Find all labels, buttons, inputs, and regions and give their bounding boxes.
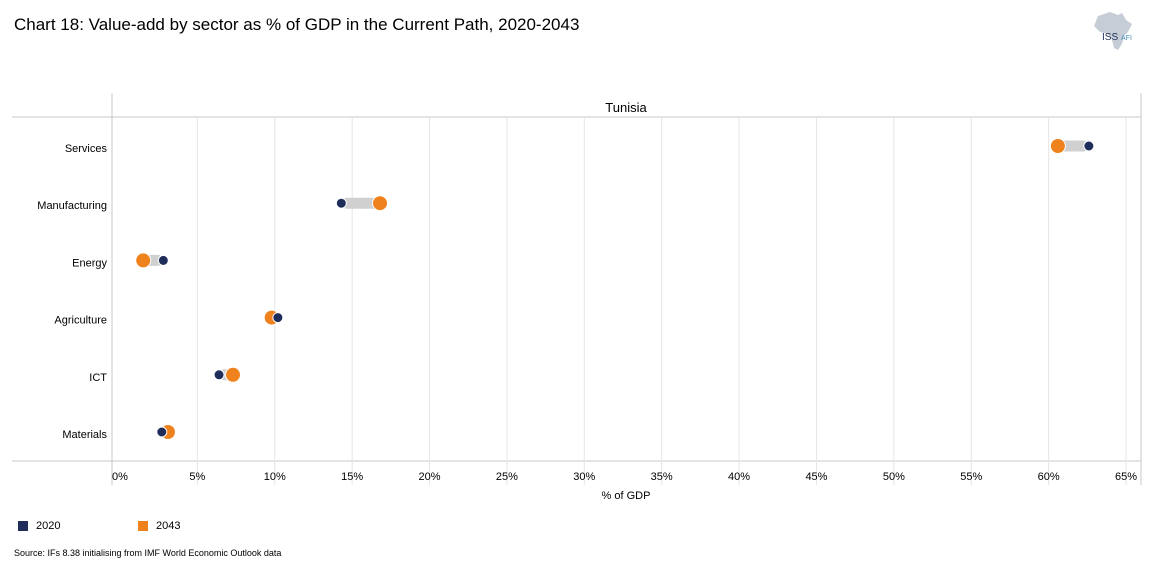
x-tick-label: 65%	[1115, 471, 1137, 483]
point-2020	[1083, 140, 1095, 152]
logo-text-main: ISS	[1102, 32, 1118, 43]
legend-swatch-2020	[18, 521, 28, 531]
category-labels: Services Manufacturing Energy Agriculture IC…	[37, 143, 107, 441]
x-tick-label: 10%	[264, 471, 286, 483]
point-2020	[335, 197, 347, 209]
x-tick-label: 5%	[189, 471, 205, 483]
x-tick-label: 45%	[805, 471, 827, 483]
legend-swatch-2043	[138, 521, 148, 531]
x-tick-label: 40%	[728, 471, 750, 483]
category-label: Services	[65, 143, 108, 155]
point-2020	[156, 426, 168, 438]
connectors	[143, 140, 1089, 438]
point-2043	[1049, 138, 1066, 154]
data-points	[135, 138, 1095, 440]
iss-afi-logo: ISS AFI	[1094, 12, 1132, 50]
legend-item-2043[interactable]: 2043	[138, 520, 180, 532]
x-tick-label: 60%	[1038, 471, 1060, 483]
logo-text-sub: AFI	[1121, 35, 1132, 42]
category-label: Energy	[72, 257, 107, 269]
legend-label-2043: 2043	[156, 520, 181, 532]
x-tick-label: 50%	[883, 471, 905, 483]
point-2043	[372, 195, 389, 212]
connector-bar	[1057, 140, 1089, 152]
legend-label-2020: 2020	[36, 520, 61, 532]
point-2020	[157, 254, 169, 266]
x-tick-labels: 0% 5% 10% 15% 20% 25% 30% 35% 40% 45% 50% 55% 60% 65%	[112, 471, 1137, 483]
x-tick-label: 30%	[573, 471, 595, 483]
gridlines	[196, 118, 1127, 485]
x-tick-label: 55%	[960, 471, 982, 483]
category-label: Agriculture	[54, 315, 107, 327]
source-note: Source: IFs 8.38 initialising from IMF W…	[14, 548, 282, 558]
point-2020	[272, 312, 284, 324]
x-tick-label: 35%	[651, 471, 673, 483]
x-tick-label: 0%	[112, 471, 128, 483]
point-2043	[135, 252, 152, 269]
connector-bar	[341, 197, 381, 209]
africa-map-icon	[1094, 12, 1132, 50]
x-tick-label: 15%	[341, 471, 363, 483]
point-2043	[224, 366, 241, 383]
category-label: Manufacturing	[37, 200, 107, 212]
panel-title: Tunisia	[605, 100, 647, 115]
x-axis-label: % of GDP	[602, 490, 651, 502]
x-tick-label: 20%	[419, 471, 441, 483]
category-label: ICT	[89, 372, 107, 384]
x-tick-label: 25%	[496, 471, 518, 483]
chart-title: Chart 18: Value-add by sector as % of GD…	[14, 15, 580, 34]
legend-item-2020[interactable]: 2020	[18, 520, 60, 532]
dumbbell-chart: Tunisia Services Manufacturing Energy Agric…	[12, 93, 1142, 502]
point-2020	[213, 369, 225, 381]
category-label: Materials	[62, 429, 107, 441]
